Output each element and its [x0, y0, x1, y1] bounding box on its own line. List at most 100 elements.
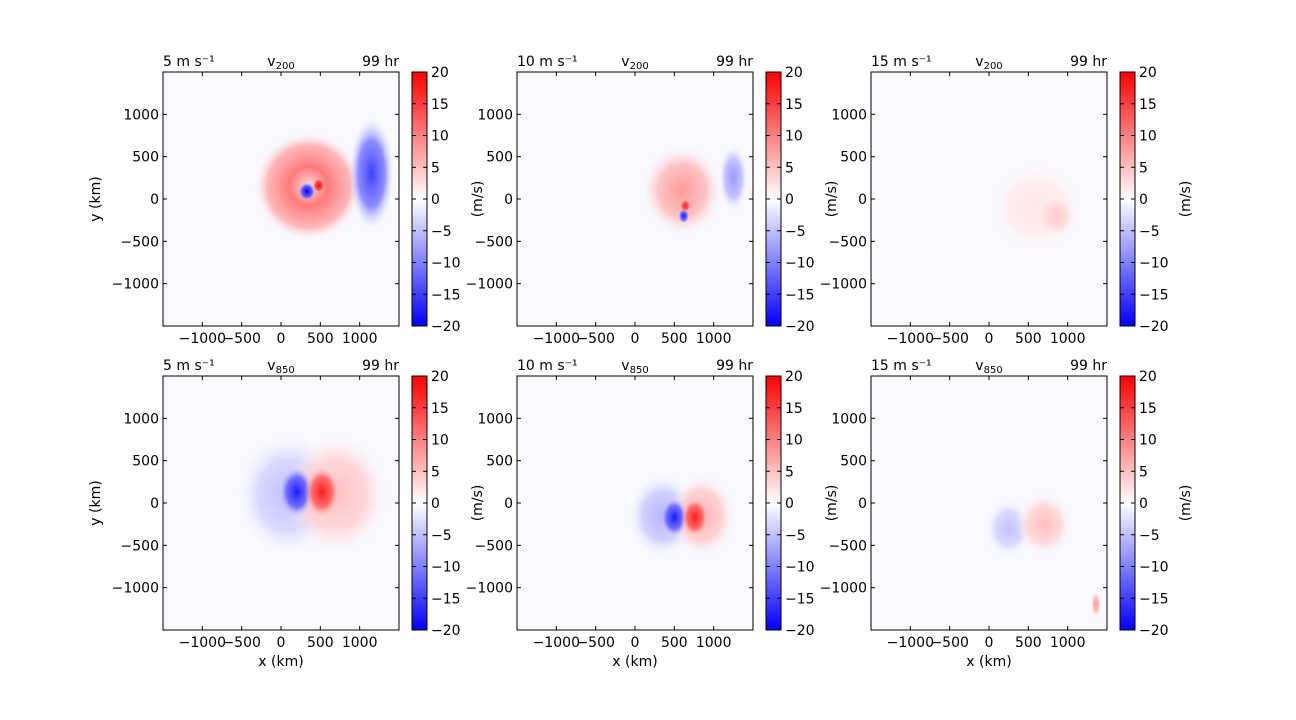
y-tick-label: 500	[132, 150, 159, 166]
y-tick-label: 500	[486, 454, 513, 470]
x-tick-label: 1000	[696, 635, 732, 651]
colorbar-tick-label: −15	[431, 287, 461, 303]
panel-title-right: 99 hr	[716, 358, 753, 374]
panel-title-left: 10 m s⁻¹	[517, 358, 578, 374]
colorbar-tick-label: −20	[1139, 623, 1169, 639]
y-tick-label: 1000	[123, 411, 159, 427]
colorbar-unit-label: (m/s)	[824, 485, 840, 522]
colorbar-tick-label: 0	[431, 496, 440, 512]
colorbar-tick-label: 0	[785, 192, 794, 208]
heatmap-feature	[279, 466, 315, 518]
panel-title-left: 15 m s⁻¹	[871, 358, 932, 374]
heatmap-feature	[660, 497, 688, 537]
y-tick-label: −1000	[466, 581, 513, 597]
colorbar-tick-label: 10	[1139, 433, 1157, 449]
x-tick-label: 0	[631, 635, 640, 651]
panel-title-left: 5 m s⁻¹	[163, 358, 215, 374]
colorbar-tick-label: −5	[785, 224, 806, 240]
x-tick-label: −1000	[887, 635, 934, 651]
colorbar-tick-label: −10	[1139, 256, 1169, 272]
panel-title-center: v850	[975, 358, 1002, 376]
y-tick-label: −1000	[820, 277, 867, 293]
y-tick-label: 500	[486, 150, 513, 166]
colorbar-tick-label: 5	[1139, 160, 1148, 176]
heatmap-background	[871, 376, 1107, 630]
colorbar-tick-label: −10	[1139, 560, 1169, 576]
colorbar-unit-label: (m/s)	[470, 485, 486, 522]
colorbar-tick-label: −10	[431, 256, 461, 272]
colorbar-tick-label: −5	[431, 224, 452, 240]
panel-title-left: 5 m s⁻¹	[163, 54, 215, 70]
colorbar-tick-label: 20	[785, 65, 803, 81]
colorbar-tick-label: −20	[431, 623, 461, 639]
heatmap-feature	[1036, 194, 1076, 238]
y-tick-label: −500	[475, 234, 513, 250]
colorbar-unit-label: (m/s)	[1178, 485, 1194, 522]
colorbar-tick-label: −5	[785, 528, 806, 544]
colorbar-tick-label: −5	[431, 528, 452, 544]
colorbar-tick-label: 0	[431, 192, 440, 208]
panel-title-center: v850	[621, 358, 648, 376]
x-tick-label: −1000	[533, 635, 580, 651]
x-axis-label: x (km)	[966, 654, 1011, 670]
colorbar-tick-label: 10	[785, 129, 803, 145]
y-tick-label: 0	[150, 496, 159, 512]
colorbar-unit-label: (m/s)	[1178, 181, 1194, 218]
colorbar-tick-label: 15	[431, 97, 449, 113]
colorbar-tick-label: 0	[1139, 496, 1148, 512]
heatmap-feature	[349, 118, 394, 229]
x-tick-label: −500	[222, 635, 260, 651]
x-tick-label: 1000	[1050, 331, 1086, 347]
colorbar-tick-label: 5	[431, 464, 440, 480]
x-tick-label: 500	[661, 635, 688, 651]
colorbar-tick-label: 20	[1139, 65, 1157, 81]
y-axis-label: y (km)	[88, 176, 104, 221]
y-tick-label: 0	[150, 192, 159, 208]
colorbar-tick-label: 15	[1139, 401, 1157, 417]
heatmap-feature	[642, 146, 722, 235]
x-tick-label: −500	[222, 331, 260, 347]
y-tick-label: −1000	[820, 581, 867, 597]
x-tick-label: 0	[277, 635, 286, 651]
x-tick-label: −1000	[533, 331, 580, 347]
colorbar-tick-label: 10	[1139, 129, 1157, 145]
heatmap-field	[642, 145, 748, 235]
y-tick-label: −500	[121, 538, 159, 554]
x-tick-label: 1000	[1050, 635, 1086, 651]
colorbar-tick-label: 20	[431, 369, 449, 385]
heatmap-field	[237, 435, 388, 554]
y-tick-label: −1000	[112, 277, 159, 293]
colorbar-unit-label: (m/s)	[824, 181, 840, 218]
x-tick-label: −500	[576, 331, 614, 347]
colorbar-tick-label: 15	[431, 401, 449, 417]
x-tick-label: −1000	[179, 635, 226, 651]
colorbar-tick-label: −10	[785, 256, 815, 272]
heatmap-field	[986, 493, 1101, 618]
x-tick-label: 500	[1015, 331, 1042, 347]
x-tick-label: −500	[930, 635, 968, 651]
y-tick-label: 0	[858, 496, 867, 512]
colorbar-tick-label: 20	[1139, 369, 1157, 385]
colorbar-unit-label: (m/s)	[470, 181, 486, 218]
colorbar-tick-label: 0	[785, 496, 794, 512]
y-tick-label: 1000	[477, 107, 513, 123]
x-tick-label: −500	[576, 635, 614, 651]
colorbar-tick-label: 5	[785, 464, 794, 480]
y-tick-label: −500	[121, 234, 159, 250]
colorbar-tick-label: −15	[1139, 287, 1169, 303]
panel-title-right: 99 hr	[362, 358, 399, 374]
y-tick-label: −500	[829, 234, 867, 250]
y-tick-label: 500	[840, 150, 867, 166]
colorbar-tick-label: −10	[785, 560, 815, 576]
colorbar-tick-label: −15	[785, 287, 815, 303]
panel-title-center: v200	[621, 54, 648, 72]
colorbar-tick-label: −5	[1139, 224, 1160, 240]
heatmap-field	[629, 475, 735, 557]
y-tick-label: −1000	[112, 581, 159, 597]
heatmap-feature	[681, 497, 709, 537]
heatmap-field	[253, 118, 394, 242]
